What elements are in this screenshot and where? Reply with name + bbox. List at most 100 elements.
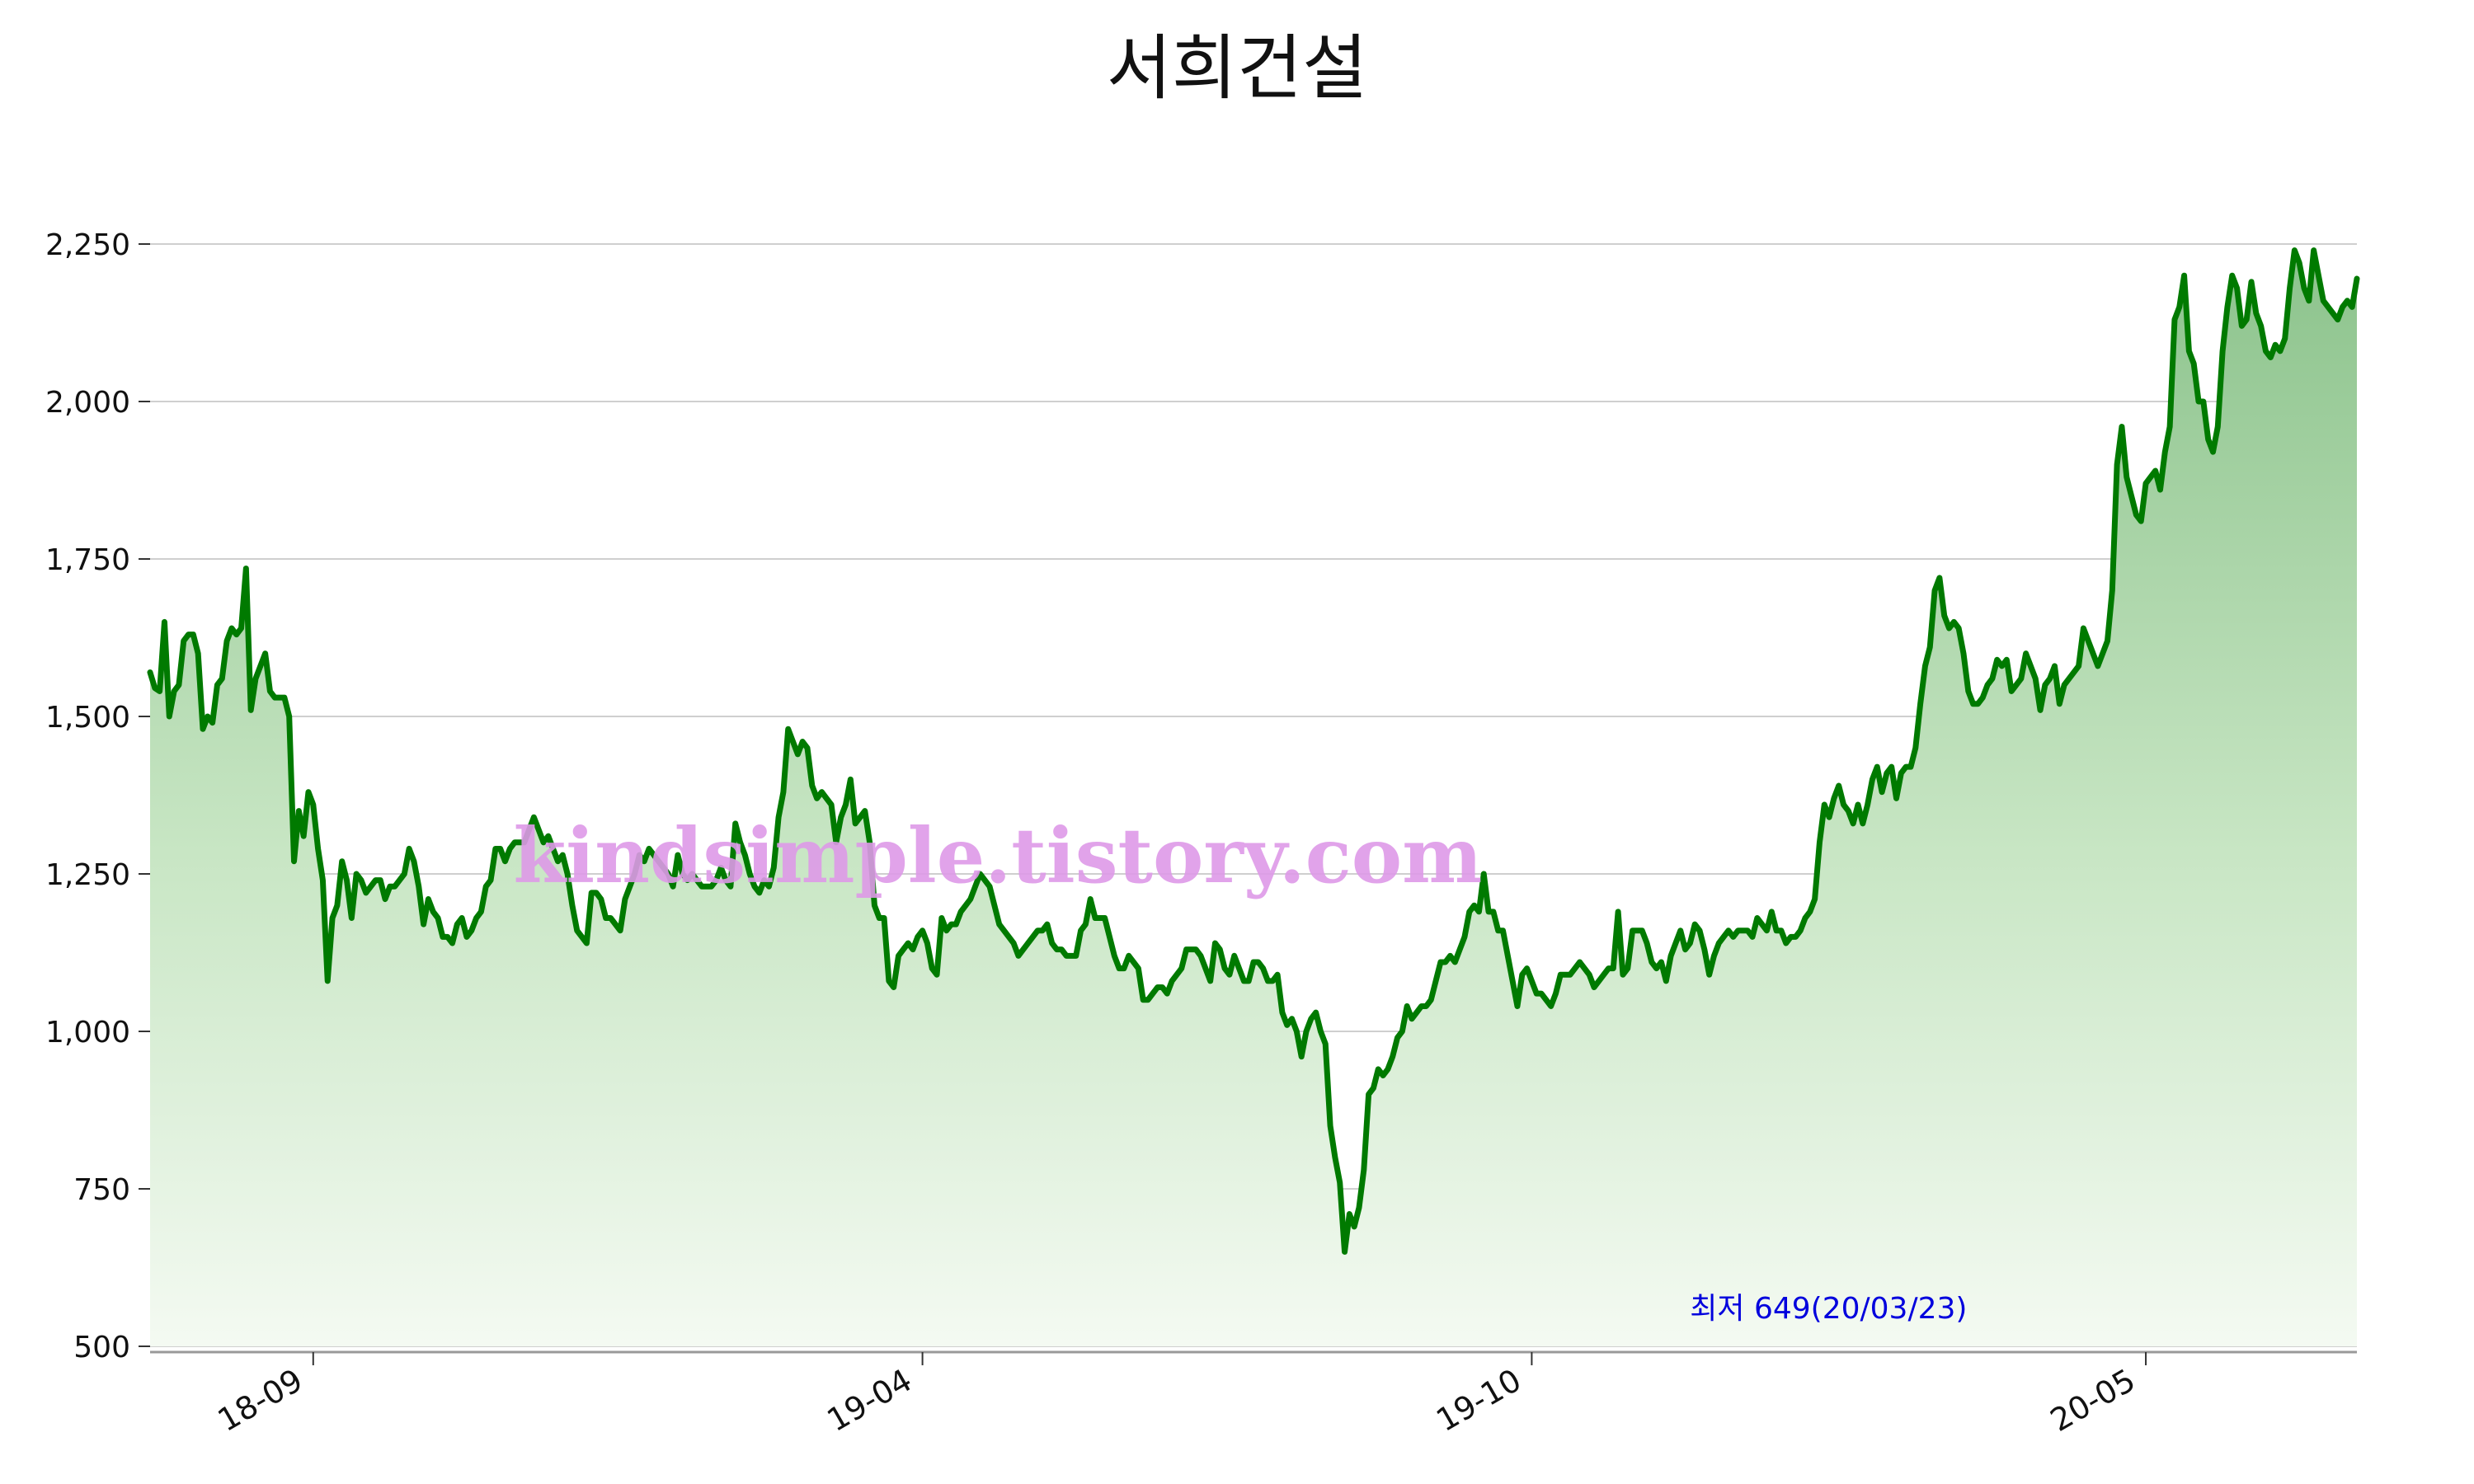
data-point xyxy=(1200,955,1202,957)
data-point xyxy=(2082,627,2085,630)
data-point xyxy=(206,716,209,718)
data-point xyxy=(2025,652,2027,655)
y-tick-label: 1,000 xyxy=(45,1016,130,1050)
data-point xyxy=(1103,917,1106,919)
data-point xyxy=(201,728,204,730)
data-point xyxy=(1914,747,1917,749)
data-point xyxy=(346,879,348,881)
area-fill xyxy=(150,250,2357,1346)
data-point xyxy=(609,917,612,919)
data-point xyxy=(1305,1031,1307,1033)
data-point xyxy=(2226,306,2228,308)
data-point xyxy=(1895,797,1898,800)
data-point xyxy=(1588,974,1591,976)
data-point xyxy=(1617,910,1620,913)
data-point xyxy=(168,716,171,718)
data-point xyxy=(2044,683,2046,686)
data-point xyxy=(264,652,266,655)
data-point xyxy=(1813,898,1816,900)
data-point xyxy=(2202,401,2204,403)
data-point xyxy=(1410,1017,1413,1020)
data-point xyxy=(960,910,962,913)
data-point xyxy=(1171,979,1174,982)
data-point xyxy=(1602,974,1605,976)
data-point xyxy=(1473,904,1475,907)
data-point xyxy=(437,917,440,919)
data-point xyxy=(2135,514,2138,516)
data-point xyxy=(1934,589,1936,592)
data-point xyxy=(303,835,305,838)
y-tick-label: 2,250 xyxy=(45,228,130,262)
data-point xyxy=(350,917,353,919)
data-point xyxy=(1300,1055,1303,1058)
data-point xyxy=(153,687,156,689)
data-point xyxy=(192,633,195,636)
data-point xyxy=(279,697,281,699)
data-point xyxy=(398,879,401,881)
data-point xyxy=(1958,627,1960,630)
data-point xyxy=(1372,1087,1375,1089)
data-point xyxy=(235,633,238,636)
data-point xyxy=(254,678,256,680)
data-point xyxy=(259,665,261,667)
data-point xyxy=(226,640,228,642)
data-point xyxy=(2303,287,2306,289)
data-point xyxy=(1521,974,1523,976)
data-point xyxy=(312,803,314,805)
data-point xyxy=(1281,1012,1283,1014)
data-point xyxy=(1175,974,1178,976)
data-point xyxy=(1243,979,1245,982)
data-point xyxy=(1272,979,1274,982)
data-point xyxy=(1924,665,1926,667)
data-point xyxy=(1694,923,1696,926)
data-point xyxy=(2274,344,2277,346)
data-point xyxy=(2188,350,2190,352)
data-point xyxy=(1679,929,1681,932)
data-point xyxy=(509,848,511,850)
data-point xyxy=(1228,974,1230,976)
data-point xyxy=(1987,683,1989,686)
data-point xyxy=(1972,702,1974,705)
data-point xyxy=(341,860,343,862)
data-point xyxy=(2236,287,2238,289)
data-point xyxy=(936,974,938,976)
data-point xyxy=(1569,974,1571,976)
data-point xyxy=(1723,936,1725,938)
data-point xyxy=(604,917,607,919)
data-point xyxy=(2101,652,2104,655)
data-point xyxy=(1919,702,1921,705)
data-point xyxy=(1545,998,1547,1001)
data-point xyxy=(369,885,372,888)
data-point xyxy=(1343,1251,1346,1253)
data-point xyxy=(2312,249,2315,251)
data-point xyxy=(897,955,900,957)
data-point xyxy=(1075,955,1077,957)
data-point xyxy=(355,873,358,876)
data-point xyxy=(384,898,387,900)
x-tick-label: 18-09 xyxy=(212,1362,309,1439)
data-point xyxy=(1780,929,1782,932)
data-point xyxy=(1885,772,1888,774)
data-point xyxy=(1790,936,1792,938)
data-point xyxy=(230,627,233,630)
data-point xyxy=(1536,993,1538,995)
data-point xyxy=(931,967,934,970)
data-point xyxy=(2317,275,2320,277)
data-point xyxy=(1621,974,1624,976)
data-point xyxy=(1737,929,1739,932)
data-point xyxy=(1190,948,1192,951)
data-point xyxy=(1156,986,1159,989)
data-point xyxy=(1262,967,1264,970)
data-point xyxy=(1684,948,1686,951)
data-point xyxy=(821,791,823,793)
data-point xyxy=(1703,948,1705,951)
data-point xyxy=(2178,306,2180,308)
data-point xyxy=(1492,910,1494,913)
x-tick-label: 19-04 xyxy=(821,1362,918,1439)
data-point xyxy=(327,979,329,982)
data-point xyxy=(1612,967,1615,970)
data-point xyxy=(1253,960,1255,963)
data-point xyxy=(1890,766,1893,768)
data-point xyxy=(269,690,271,693)
data-point xyxy=(1512,979,1514,982)
